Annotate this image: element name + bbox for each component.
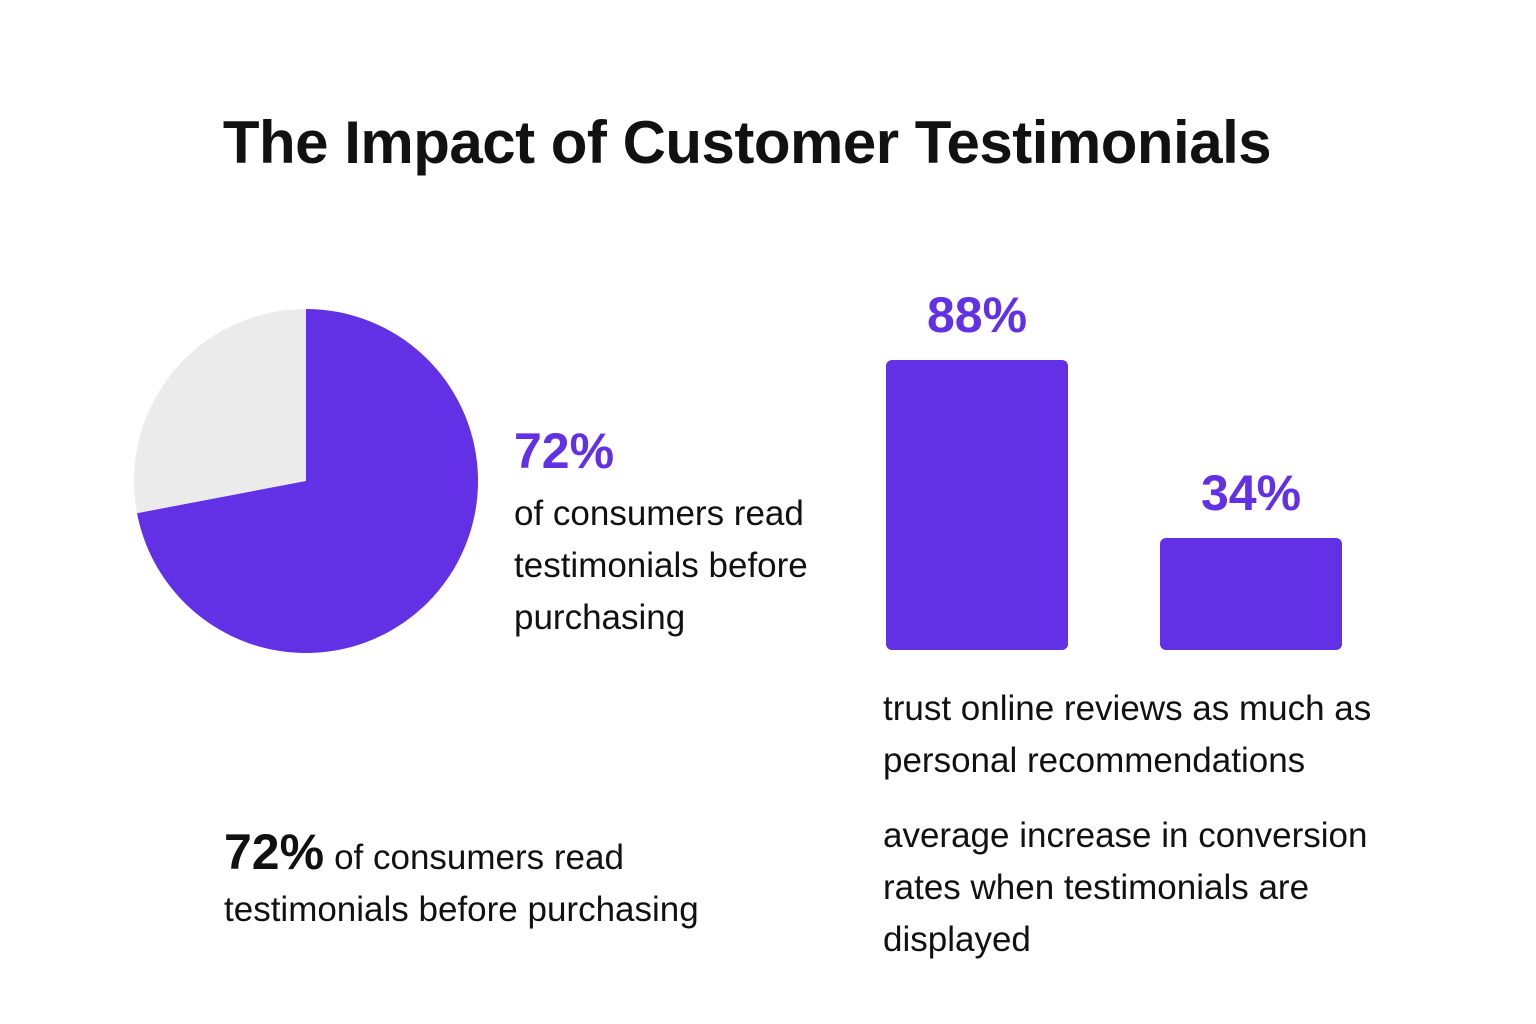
pie-stat-value: 72% bbox=[514, 423, 615, 479]
bar-caption-conversion: average increase in conversion rates whe… bbox=[883, 816, 1368, 959]
pie-stat-caption: of consumers read testimonials before pu… bbox=[514, 494, 808, 637]
pie-chart bbox=[134, 309, 479, 653]
bar-value-label-conversion: 34% bbox=[1200, 464, 1302, 521]
bar-caption-trust: trust online reviews as much as personal… bbox=[883, 689, 1372, 780]
bar-conversion-increase bbox=[1160, 537, 1342, 650]
footer-stat-value: 72% bbox=[224, 824, 325, 880]
footer-stat-caption: of consumers read testimonials before pu… bbox=[224, 838, 699, 929]
pie-slice-consumers-read bbox=[137, 309, 479, 653]
bar-trust-reviews bbox=[886, 359, 1068, 650]
bar-value-label-trust: 88% bbox=[926, 286, 1028, 343]
page-title: The Impact of Customer Testimonials bbox=[222, 109, 1272, 176]
footer-stat: 72% of consumers read testimonials before… bbox=[224, 826, 784, 936]
